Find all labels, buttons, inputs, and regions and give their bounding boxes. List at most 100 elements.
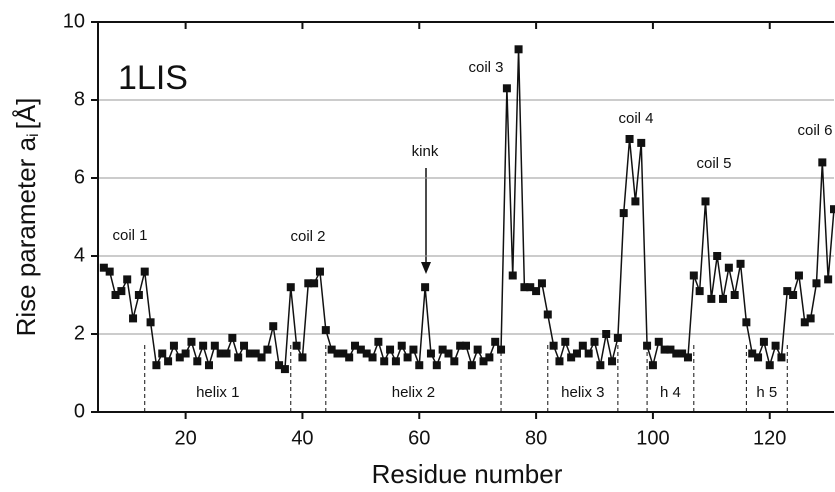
data-point [497, 345, 506, 354]
data-point [432, 361, 441, 370]
data-point [654, 337, 663, 346]
data-point [736, 259, 745, 268]
data-point [333, 349, 342, 358]
data-point [187, 337, 196, 346]
y-tick-label: 6 [74, 166, 85, 188]
data-point [555, 357, 564, 366]
data-point [643, 341, 652, 350]
data-point [140, 267, 149, 276]
data-point [666, 345, 675, 354]
data-point [275, 361, 284, 370]
y-tick-label: 0 [74, 400, 85, 422]
data-point [783, 287, 792, 296]
data-point [169, 341, 178, 350]
annotation: coil 2 [290, 228, 325, 245]
data-line [103, 49, 835, 371]
x-axis-label: Residue number [372, 459, 563, 489]
annotation: coil 5 [696, 155, 731, 172]
data-point [123, 275, 132, 284]
data-point [754, 353, 763, 362]
annotation: kink [412, 143, 439, 160]
data-point [134, 291, 143, 299]
data-point [280, 365, 289, 374]
data-point [590, 337, 599, 346]
data-point [549, 341, 558, 350]
data-point [386, 345, 395, 354]
data-point [818, 158, 827, 167]
data-point [216, 349, 225, 358]
data-point [777, 353, 786, 362]
data-point [765, 361, 774, 370]
data-point [380, 357, 389, 366]
data-point [619, 209, 628, 218]
data-point [543, 310, 552, 319]
y-axis-label-text: Rise parameter a [11, 136, 41, 336]
data-point [456, 341, 465, 350]
kink-arrowhead [421, 262, 431, 274]
data-point [742, 318, 751, 327]
data-point [240, 341, 249, 350]
data-point [129, 314, 138, 323]
data-point [339, 349, 348, 358]
x-tick-label: 40 [291, 427, 313, 449]
data-point [625, 135, 634, 143]
data-point [759, 337, 768, 346]
data-point [222, 349, 231, 358]
data-point [146, 318, 155, 327]
data-point [269, 322, 278, 331]
data-point [310, 279, 319, 288]
panel-label: 1LIS [118, 59, 188, 97]
data-point [584, 349, 593, 358]
annotation: coil 6 [797, 122, 832, 139]
data-point [426, 349, 435, 358]
data-point [298, 353, 307, 362]
data-point [234, 353, 243, 362]
data-point [689, 271, 698, 280]
y-tick-label: 8 [74, 88, 85, 110]
data-point [613, 333, 622, 342]
data-point [286, 283, 295, 292]
data-point [701, 197, 710, 206]
data-point [479, 357, 488, 366]
data-point [532, 287, 541, 296]
data-point [345, 353, 354, 362]
data-point [397, 341, 406, 350]
annotation: coil 1 [112, 227, 147, 244]
segment-label: h 4 [660, 384, 681, 401]
y-axis-label-unit: [Å] [11, 98, 41, 130]
segment-label: helix 3 [561, 384, 604, 401]
data-point [391, 357, 400, 366]
data-point [356, 345, 365, 354]
data-point [596, 361, 605, 370]
data-point [181, 349, 190, 358]
data-point [228, 333, 237, 342]
data-point [713, 252, 722, 260]
data-point [561, 337, 570, 346]
y-tick-label: 10 [63, 10, 85, 32]
data-point [789, 291, 798, 299]
data-point [351, 341, 360, 350]
data-point [321, 326, 330, 335]
data-point [491, 337, 500, 346]
data-point [526, 283, 535, 292]
data-point [193, 357, 202, 366]
data-point [99, 263, 108, 272]
data-point [608, 357, 617, 366]
data-point [660, 345, 669, 354]
data-point [105, 267, 114, 276]
x-tick-label: 60 [408, 427, 430, 449]
data-point [719, 294, 728, 303]
data-point [824, 275, 833, 284]
data-point [567, 353, 576, 362]
data-point [245, 349, 254, 358]
data-point [292, 341, 301, 350]
data-point [304, 279, 313, 288]
annotation: coil 4 [618, 110, 653, 127]
y-tick-label: 4 [74, 244, 85, 266]
data-point [450, 357, 459, 366]
data-point [263, 345, 272, 354]
data-point [672, 349, 681, 358]
data-point [800, 318, 809, 327]
data-point [315, 267, 324, 276]
